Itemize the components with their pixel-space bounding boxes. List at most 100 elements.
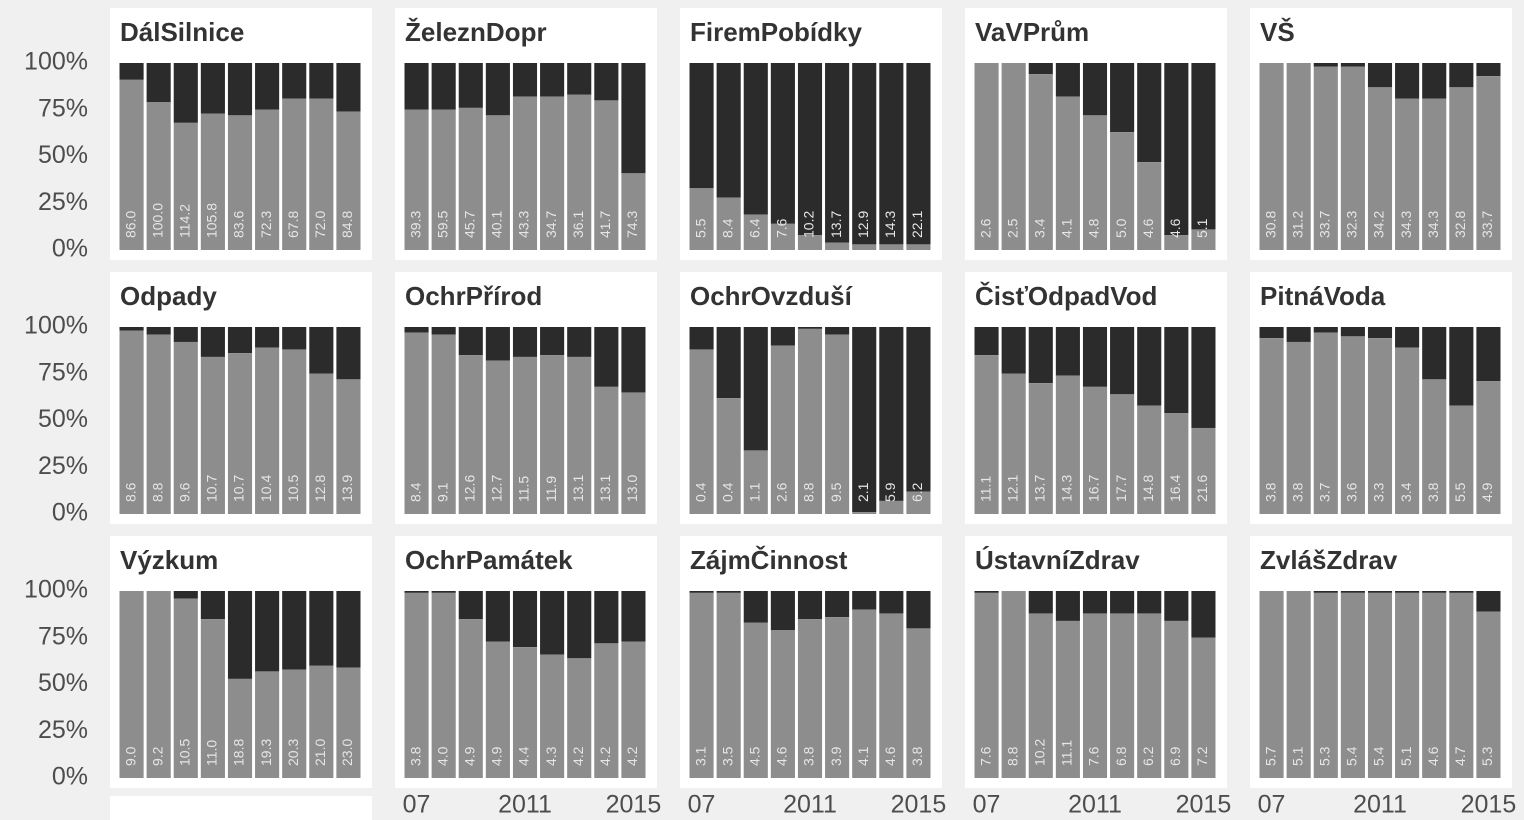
bar [173,122,198,250]
bar-label: 3.8 [1262,482,1278,502]
bar-remainder [825,63,850,243]
bar-label: 14.3 [882,211,898,238]
bar [282,98,307,250]
bar [1028,613,1053,778]
bar-label: 59.5 [434,211,450,238]
bar [512,647,538,778]
bar-remainder [404,63,429,110]
bar-remainder [336,327,361,380]
bar-label: 5.5 [1452,482,1468,502]
bar-remainder [458,327,483,356]
bar-remainder [852,327,877,513]
bar-remainder [173,327,198,342]
bar [146,591,171,778]
bar [825,617,850,778]
bar [689,188,714,250]
bar-label: 33.7 [1316,211,1332,238]
bar [200,113,225,251]
bar-label: 11.0 [204,740,220,766]
bar [825,242,850,250]
bar-label: 4.1 [1059,218,1075,238]
bar-remainder [146,327,171,335]
bar-remainder [879,63,904,245]
bar-remainder [1082,591,1108,614]
bar-label: 4.8 [1086,218,1102,238]
bar-remainder [1395,327,1420,348]
bar [567,658,592,778]
bar [906,628,931,778]
bar-label: 11.1 [977,476,993,502]
y-tick-label: 50% [38,405,88,433]
bar-label: 12.8 [312,475,328,502]
bar-label: 105.8 [204,203,220,238]
bar-label: 84.8 [339,211,355,238]
bar [594,100,619,251]
bar-label: 14.8 [1140,475,1156,502]
bar-remainder [594,327,619,387]
bar [1449,87,1474,250]
bar [512,356,538,514]
x-tick-label: 2011 [1068,791,1122,819]
panel-title: OchrPamátek [405,545,573,575]
bar-label: 5.4 [1371,746,1387,766]
bar [567,356,592,514]
bar-label: 3.5 [719,746,735,766]
bar-remainder [852,63,877,245]
panel-title: ZvlášZdrav [1260,545,1398,575]
bar-label: 9.1 [434,482,450,502]
bar-remainder [200,63,225,114]
bar [770,345,795,514]
bar-remainder [173,591,198,599]
bar [540,654,565,778]
bar-label: 4.2 [570,746,586,766]
bar-remainder [770,591,795,631]
bar-remainder [906,63,931,245]
bar-remainder [689,591,714,593]
bar [716,398,741,514]
bar [200,619,225,778]
bar-remainder [282,327,307,350]
bar [1449,405,1474,514]
bar-label: 4.0 [434,746,450,766]
bar-label: 14.3 [1059,475,1075,502]
bar [797,328,823,514]
x-tick-label: 2015 [606,791,662,819]
panel-title: ČisťOdpadVod [975,281,1157,311]
bar [1001,591,1026,778]
bar-label: 10.2 [801,211,817,238]
y-tick-label: 25% [38,188,88,216]
bar [1259,63,1284,250]
bar-label: 4.3 [543,746,559,766]
bar [1055,620,1080,778]
bar [974,592,999,778]
bar [309,98,334,250]
bar [336,111,361,251]
bar-remainder [512,63,538,97]
bar-remainder [1476,591,1501,612]
bar-remainder [200,591,225,620]
bar-remainder [1259,327,1284,339]
bar [540,355,565,514]
bar [404,592,429,778]
bar-remainder [540,327,565,356]
bar-remainder [1191,63,1216,230]
bar-remainder [1476,63,1501,77]
bar-label: 7.2 [1194,746,1210,766]
bar-remainder [1395,591,1420,593]
bar-label: 8.6 [122,482,138,502]
bar-label: 13.7 [828,211,844,238]
bar [431,334,456,514]
bar-label: 114.2 [176,204,192,238]
bar-label: 16.4 [1167,475,1183,502]
bar [512,96,538,250]
bar-remainder [431,327,456,335]
bar-label: 34.3 [1398,211,1414,238]
bar-label: 11.5 [516,476,532,502]
bar [1259,338,1284,514]
bar [458,107,483,250]
bar [1476,611,1501,778]
bar-label: 2.6 [774,482,790,502]
bar [282,669,307,778]
bar-remainder [404,327,429,333]
